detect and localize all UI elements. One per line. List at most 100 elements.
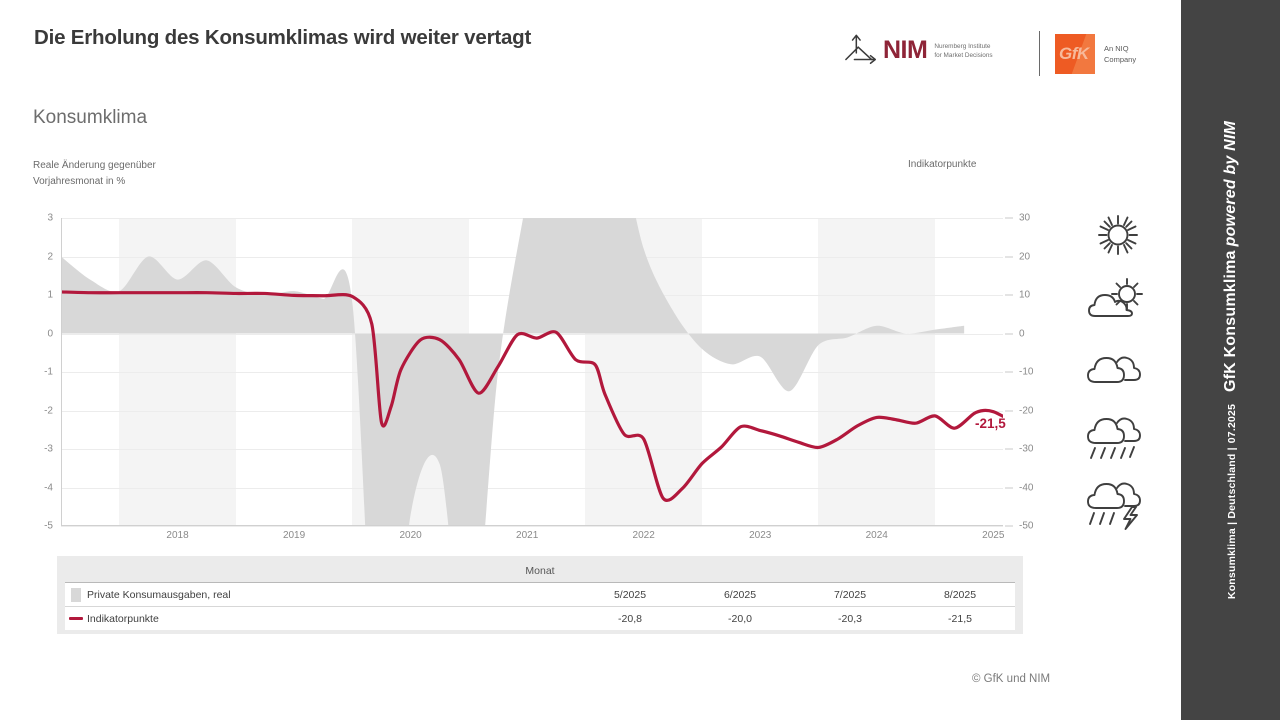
nim-arrow-icon xyxy=(845,34,877,65)
y-tick-dash xyxy=(1005,333,1013,334)
legend-value-cell: 7/2025 xyxy=(833,588,867,601)
y-tick-right--20: -20 xyxy=(1019,405,1034,416)
legend-series-label: Indikatorpunkte xyxy=(87,612,159,625)
left-axis-title: Reale Änderung gegenüber Vorjahresmonat … xyxy=(33,158,156,189)
legend-value-cell: -20,3 xyxy=(838,612,862,625)
gridline xyxy=(61,487,1003,489)
y-tick-dash xyxy=(1005,410,1013,411)
sun-behind-cloud-icon xyxy=(1088,278,1143,317)
y-tick-right--30: -30 xyxy=(1019,443,1034,455)
y-tick-right-20: 20 xyxy=(1019,251,1031,262)
y-tick-left-1: 1 xyxy=(47,289,53,301)
legend-rows: Private Konsumausgaben, real 5/2025 6/2025… xyxy=(65,582,1015,630)
x-tick-2023: 2023 xyxy=(749,530,772,541)
sidebar-caption-powered: powered by NIM xyxy=(1221,120,1239,247)
sidebar-caption: Konsumklima | Deutschland | 07.2025 GfK … xyxy=(1222,121,1240,599)
y-tick-dash xyxy=(1005,294,1013,296)
y-tick-left--2: -2 xyxy=(44,405,53,416)
legend-value-cell: 6/2025 xyxy=(723,588,757,601)
nim-tagline: Nuremberg Institute for Market Decisions xyxy=(934,43,992,60)
weather-scale xyxy=(1085,208,1155,538)
logo-bar: NIM Nuremberg Institute for Market Decis… xyxy=(840,28,1145,80)
rain-cloud-icon xyxy=(1087,417,1141,459)
nim-wordmark: NIM xyxy=(883,35,928,64)
y-tick-right--40: -40 xyxy=(1019,482,1034,493)
right-axis-title: Indikatorpunkte xyxy=(908,159,977,170)
legend-swatch-cell xyxy=(65,587,87,602)
gridline xyxy=(61,526,1003,527)
y-tick-dash xyxy=(1005,371,1013,373)
legend-value-cell: -20,0 xyxy=(728,612,752,625)
latest-value-callout: -21,5 xyxy=(975,416,1006,431)
y-tick-left-0: 0 xyxy=(47,328,53,339)
legend-table: Monat Private Konsumausgaben, real 5/2025… xyxy=(57,556,1023,634)
legend-value-cell: -20,8 xyxy=(618,612,642,625)
y-axis-line xyxy=(61,218,62,526)
sun-icon xyxy=(1098,215,1138,255)
sidebar-caption-scope: Konsumklima | Deutschland | xyxy=(1225,447,1238,600)
gfk-mark: GfK xyxy=(1055,34,1095,74)
gfk-tagline-line2: Company xyxy=(1104,55,1137,64)
area-swatch-icon xyxy=(71,587,81,602)
y-tick-right-30: 30 xyxy=(1019,212,1031,224)
y-tick-left-2: 2 xyxy=(47,251,53,262)
gridline xyxy=(61,410,1003,412)
y-tick-left--5: -5 xyxy=(44,520,53,532)
x-axis-line xyxy=(61,525,1003,526)
gfk-wordmark: GfK xyxy=(1059,44,1089,63)
left-axis-title-line1: Reale Änderung gegenüber xyxy=(33,160,156,171)
legend-values: 5/2025 6/2025 7/2025 8/2025 xyxy=(575,583,1015,606)
gfk-tagline-line1: An NIQ xyxy=(1104,43,1129,53)
legend-value-cell: -21,5 xyxy=(948,612,972,625)
x-tick-2025: 2025 xyxy=(982,530,1005,541)
gridline xyxy=(61,449,1003,450)
legend-table-header: Monat xyxy=(65,560,1015,582)
nim-tagline-line1: Nuremberg Institute xyxy=(934,42,991,50)
indicator-line-path xyxy=(61,290,1003,502)
legend-row: Private Konsumausgaben, real 5/2025 6/2025… xyxy=(65,582,1015,606)
x-tick-2020: 2020 xyxy=(399,530,422,541)
chart-subtitle: Konsumklima xyxy=(33,107,148,128)
clouds-icon xyxy=(1087,356,1141,383)
x-tick-2021: 2021 xyxy=(516,530,539,541)
y-tick-left-3: 3 xyxy=(47,212,53,224)
chart-series-svg xyxy=(61,218,1003,526)
line-swatch-icon xyxy=(69,617,83,620)
y-tick-right--50: -50 xyxy=(1019,520,1034,532)
y-tick-dash xyxy=(1005,448,1013,450)
thunderstorm-icon xyxy=(1087,482,1141,530)
x-tick-2022: 2022 xyxy=(632,530,655,541)
x-tick-2024: 2024 xyxy=(865,530,888,541)
gridline xyxy=(61,333,1003,335)
sidebar-caption-date: 07.2025 xyxy=(1225,403,1238,444)
y-tick-dash xyxy=(1005,487,1013,488)
legend-series-label: Private Konsumausgaben, real xyxy=(87,588,231,601)
konsumklima-chart: 3 2 1 0 -1 -2 -3 -4 -5 30 20 10 0 -10 -20 -30 -40 -50 20… xyxy=(33,210,1033,542)
chart-plot-area: 3 2 1 0 -1 -2 -3 -4 -5 30 20 10 0 -10 -20 -30 -40 -50 20… xyxy=(44,213,1033,542)
gridline xyxy=(61,372,1003,373)
x-tick-2018: 2018 xyxy=(166,530,189,541)
left-axis-title-line2: Vorjahresmonat in % xyxy=(33,175,126,187)
y-tick-dash xyxy=(1005,256,1013,257)
y-tick-dash xyxy=(1005,217,1013,219)
x-tick-2019: 2019 xyxy=(282,530,306,541)
gfk-tagline: An NIQ Company xyxy=(1104,43,1136,66)
y-tick-left--3: -3 xyxy=(44,443,53,455)
legend-value-cell: 5/2025 xyxy=(613,588,647,601)
legend-swatch-cell xyxy=(65,617,87,620)
sidebar-caption-brand: GfK Konsumklima xyxy=(1221,250,1239,393)
y-tick-right-0: 0 xyxy=(1019,328,1025,339)
y-tick-right--10: -10 xyxy=(1019,366,1034,378)
legend-column-group-header: Monat xyxy=(525,565,555,577)
legend-value-cell: 8/2025 xyxy=(943,588,977,601)
nim-logo: NIM Nuremberg Institute for Market Decis… xyxy=(843,32,993,68)
gfk-logo: GfK An NIQ Company xyxy=(1055,34,1136,74)
y-tick-right-10: 10 xyxy=(1019,289,1031,301)
consumption-area-path xyxy=(61,218,965,526)
legend-values: -20,8 -20,0 -20,3 -21,5 xyxy=(575,607,1015,630)
legend-row: Indikatorpunkte -20,8 -20,0 -20,3 -21,5 xyxy=(65,606,1015,630)
page-title: Die Erholung des Konsumklimas wird weite… xyxy=(34,26,532,49)
y-tick-left--1: -1 xyxy=(44,366,53,378)
right-sidebar: Konsumklima | Deutschland | 07.2025 GfK … xyxy=(1181,0,1280,720)
